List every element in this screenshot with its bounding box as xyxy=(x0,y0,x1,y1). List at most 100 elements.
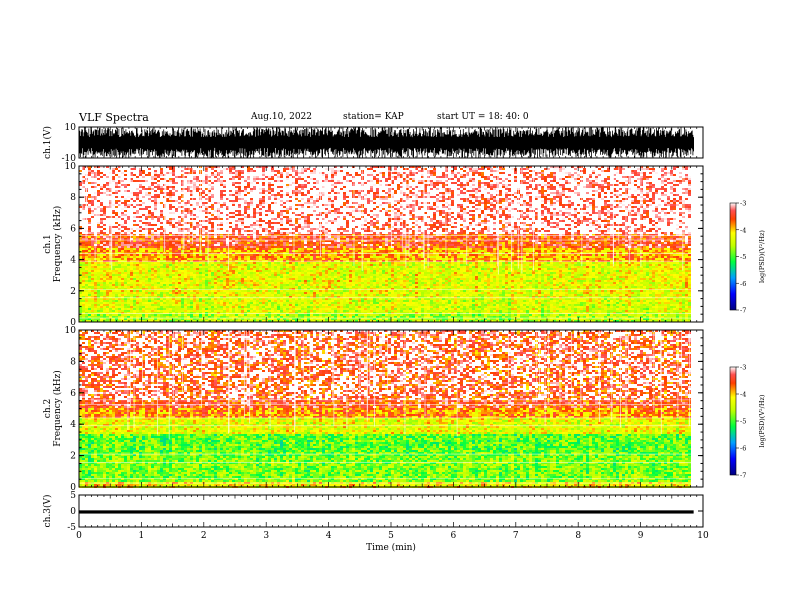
spectrogram-cell xyxy=(220,286,223,288)
spectrogram-cell xyxy=(139,196,142,198)
spectrogram-cell xyxy=(199,298,202,300)
spectrogram-cell xyxy=(160,304,163,306)
spectrogram-cell xyxy=(229,304,232,306)
spectrogram-cell xyxy=(190,282,193,284)
spectrogram-cell xyxy=(157,252,160,254)
spectrogram-cell xyxy=(241,266,244,268)
spectrogram-cell xyxy=(238,226,241,228)
spectrogram-cell xyxy=(160,220,163,222)
spectrogram-cell xyxy=(256,290,259,292)
spectrogram-cell xyxy=(214,172,217,174)
spectrogram-cell xyxy=(115,190,118,192)
spectrogram-cell xyxy=(211,228,214,230)
spectrogram-cell xyxy=(127,190,130,192)
spectrogram-cell xyxy=(91,184,94,186)
spectrogram-cell xyxy=(100,266,103,268)
spectrogram-cell xyxy=(235,184,238,186)
spectrogram-cell xyxy=(136,204,139,206)
spectrogram-cell xyxy=(166,300,169,302)
spectrogram-cell xyxy=(235,268,238,270)
spectrogram-cell xyxy=(214,306,217,308)
spectrogram-cell xyxy=(115,272,118,274)
spectrogram-cell xyxy=(106,252,109,254)
spectrogram-cell xyxy=(217,250,220,252)
spectrogram-cell xyxy=(154,188,157,190)
spectrogram-cell xyxy=(175,208,178,210)
spectrogram-cell xyxy=(112,196,115,198)
spectrogram-cell xyxy=(265,310,268,312)
spectrogram-cell xyxy=(181,226,184,228)
spectrogram-cell xyxy=(169,300,172,302)
spectrogram-cell xyxy=(241,300,244,302)
spectrogram-cell xyxy=(142,290,145,292)
spectrogram-cell xyxy=(100,204,103,206)
spectrogram-cell xyxy=(82,232,85,234)
spectrogram-cell xyxy=(205,282,208,284)
spectrogram-cell xyxy=(139,278,142,280)
spectrogram-cell xyxy=(202,192,205,194)
spectrogram-cell xyxy=(145,284,148,286)
spectrogram-cell xyxy=(178,298,181,300)
spectrogram-cell xyxy=(136,210,139,212)
spectrogram-cell xyxy=(148,310,151,312)
spectrogram-cell xyxy=(121,170,124,172)
spectrogram-cell xyxy=(163,274,166,276)
spectrogram-cell xyxy=(241,286,244,288)
spectrogram-cell xyxy=(166,222,169,224)
spectrogram-cell xyxy=(268,282,271,284)
spectrogram-cell xyxy=(223,180,226,182)
spectrogram-cell xyxy=(100,252,103,254)
spectrogram-cell xyxy=(193,276,196,278)
spectrogram-cell xyxy=(223,216,226,218)
spectrogram-cell xyxy=(268,250,271,252)
spectrogram-cell xyxy=(229,278,232,280)
spectrogram-cell xyxy=(241,220,244,222)
spectrogram-cell xyxy=(181,188,184,190)
spectrogram-cell xyxy=(100,196,103,198)
spectrogram-cell xyxy=(265,208,268,210)
spectrogram-cell xyxy=(154,222,157,224)
spectrogram-cell xyxy=(133,256,136,258)
spectrogram-cell xyxy=(262,184,265,186)
spectrogram-cell xyxy=(259,266,262,268)
spectrogram-cell xyxy=(133,272,136,274)
spectrogram-cell xyxy=(115,196,118,198)
spectrogram-cell xyxy=(112,284,115,286)
spectrogram-cell xyxy=(94,266,97,268)
spectrogram-cell xyxy=(220,224,223,226)
spectrogram-cell xyxy=(154,168,157,170)
spectrogram-cell xyxy=(112,266,115,268)
spectrogram-cell xyxy=(238,248,241,250)
spectrogram-cell xyxy=(82,270,85,272)
spectrogram-cell xyxy=(178,178,181,180)
spectrogram-cell xyxy=(220,256,223,258)
spectrogram-cell xyxy=(172,270,175,272)
spectrogram-cell xyxy=(127,208,130,210)
spectrogram-cell xyxy=(136,308,139,310)
spectrogram-cell xyxy=(247,272,250,274)
spectrogram-cell xyxy=(103,174,106,176)
spectrogram-cell xyxy=(136,188,139,190)
spectrogram-cell xyxy=(265,194,268,196)
spectrogram-cell xyxy=(100,292,103,294)
spectrogram-cell xyxy=(226,272,229,274)
spectrogram-cell xyxy=(82,238,85,240)
spectrogram-cell xyxy=(100,190,103,192)
spectrogram-cell xyxy=(136,304,139,306)
spectrogram-cell xyxy=(232,302,235,304)
spectrogram-cell xyxy=(205,186,208,188)
spectrogram-cell xyxy=(106,244,109,246)
spectrogram-cell xyxy=(145,302,148,304)
spectrogram-cell xyxy=(160,266,163,268)
spectrogram-cell xyxy=(217,310,220,312)
spectrogram-cell xyxy=(211,206,214,208)
spectrogram-cell xyxy=(205,200,208,202)
spectrogram-cell xyxy=(127,228,130,230)
spectrogram-cell xyxy=(244,236,247,238)
spectrogram-cell xyxy=(169,222,172,224)
spectrogram-cell xyxy=(196,250,199,252)
spectrogram-cell xyxy=(166,310,169,312)
spectrogram-cell xyxy=(112,310,115,312)
spectrogram-cell xyxy=(262,194,265,196)
spectrogram-cell xyxy=(127,258,130,260)
